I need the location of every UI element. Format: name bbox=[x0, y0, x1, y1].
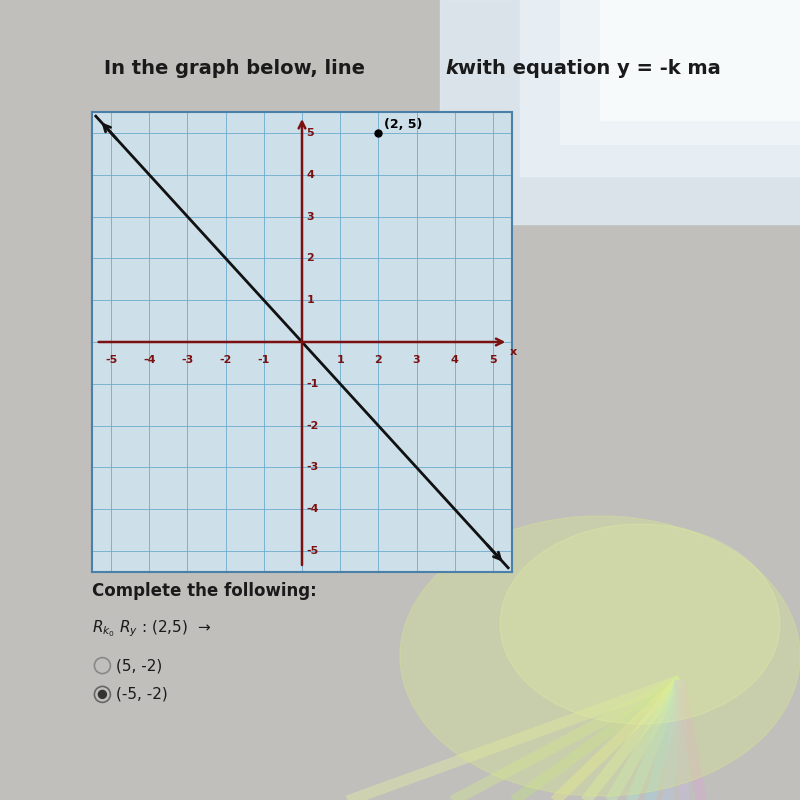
Bar bbox=[600, 0, 800, 120]
Text: 4: 4 bbox=[306, 170, 314, 180]
Text: -5: -5 bbox=[306, 546, 319, 556]
Bar bbox=[520, 0, 800, 176]
Text: with equation y = -k ma: with equation y = -k ma bbox=[458, 58, 720, 78]
Bar bbox=[560, 0, 800, 144]
Text: -3: -3 bbox=[182, 354, 194, 365]
Text: -4: -4 bbox=[306, 504, 319, 514]
Text: $R_{k_0}$ $R_y$ : (2,5)  →: $R_{k_0}$ $R_y$ : (2,5) → bbox=[92, 618, 211, 638]
Text: 2: 2 bbox=[374, 354, 382, 365]
Text: (-5, -2): (-5, -2) bbox=[116, 687, 168, 702]
Text: 3: 3 bbox=[306, 211, 314, 222]
Text: x: x bbox=[510, 347, 518, 358]
Text: -1: -1 bbox=[306, 379, 319, 389]
Text: -4: -4 bbox=[143, 354, 155, 365]
Text: 5: 5 bbox=[306, 128, 314, 138]
Text: Complete the following:: Complete the following: bbox=[92, 582, 317, 600]
Bar bbox=[440, 0, 800, 224]
Text: -1: -1 bbox=[258, 354, 270, 365]
Text: -3: -3 bbox=[306, 462, 319, 473]
Ellipse shape bbox=[500, 524, 780, 724]
Text: 2: 2 bbox=[306, 254, 314, 263]
Text: (2, 5): (2, 5) bbox=[384, 118, 422, 131]
Text: (5, -2): (5, -2) bbox=[116, 658, 162, 673]
Text: -2: -2 bbox=[219, 354, 232, 365]
Text: In the graph below, line: In the graph below, line bbox=[104, 58, 372, 78]
Text: -5: -5 bbox=[105, 354, 118, 365]
Ellipse shape bbox=[400, 516, 800, 796]
Text: 3: 3 bbox=[413, 354, 420, 365]
Text: -2: -2 bbox=[306, 421, 319, 430]
Text: 5: 5 bbox=[489, 354, 497, 365]
Text: 1: 1 bbox=[336, 354, 344, 365]
Text: k: k bbox=[446, 58, 458, 78]
Text: 1: 1 bbox=[306, 295, 314, 305]
Text: 4: 4 bbox=[450, 354, 458, 365]
